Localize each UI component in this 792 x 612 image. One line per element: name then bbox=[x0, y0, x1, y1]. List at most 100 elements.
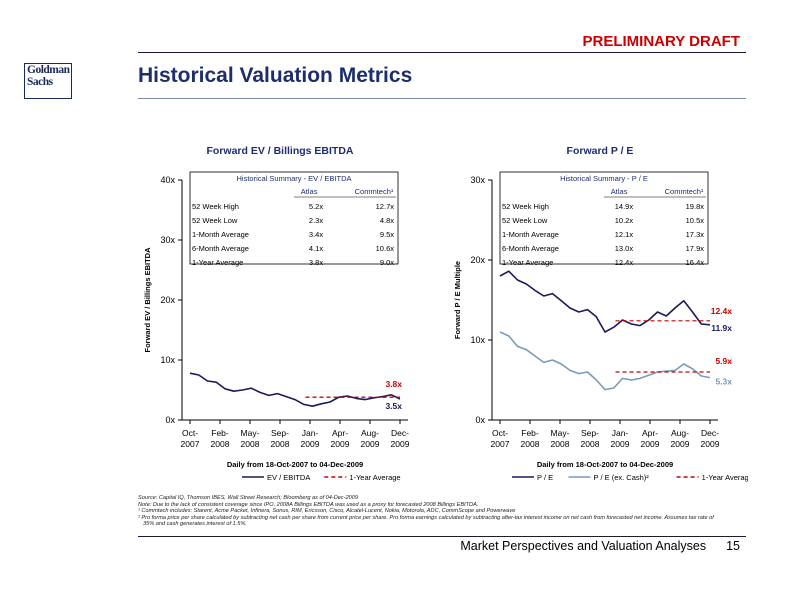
y-tick-label: 20x bbox=[470, 255, 485, 265]
series-line-ev-ebitda bbox=[189, 372, 401, 407]
legend: P / E P / E (ex. Cash)² 1-Year Average bbox=[512, 473, 748, 482]
right-chart-title: Forward P / E bbox=[566, 145, 634, 157]
summary-commtech-value: 16.4x bbox=[686, 258, 705, 267]
y-tick-label: 0x bbox=[165, 415, 175, 425]
summary-row-label: 6-Month Average bbox=[192, 244, 249, 253]
summary-commtech-value: 10.6x bbox=[376, 244, 395, 253]
x-tick-month: Apr- bbox=[332, 428, 348, 438]
summary-row-label: 1-Month Average bbox=[502, 230, 559, 239]
y-axis-label: Forward P / E Multiple bbox=[453, 261, 462, 339]
summary-row-label: 1-Year Average bbox=[502, 258, 553, 267]
x-tick-year: 2009 bbox=[391, 439, 410, 449]
y-tick-label: 10x bbox=[470, 335, 485, 345]
x-tick-year: 2008 bbox=[521, 439, 540, 449]
goldman-sachs-logo: Goldman Sachs bbox=[24, 63, 72, 99]
summary-col-commtech: Commtech¹ bbox=[355, 187, 394, 196]
summary-table: Historical Summary - P / E Atlas Commtech¹… bbox=[499, 171, 709, 267]
summary-atlas-value: 5.2x bbox=[309, 202, 323, 211]
x-tick-label: Sep-2008 bbox=[581, 428, 600, 449]
ev-ebitda-chart: 0x10x20x30x40xOct-2007Feb-2008May-2008Se… bbox=[143, 171, 410, 482]
average-value-label: 3.8x bbox=[385, 379, 402, 389]
x-tick-year: 2008 bbox=[211, 439, 230, 449]
page-number: 15 bbox=[726, 539, 740, 553]
x-tick-month: May- bbox=[551, 428, 570, 438]
x-tick-month: Aug- bbox=[361, 428, 379, 438]
summary-col-atlas: Atlas bbox=[611, 187, 628, 196]
summary-row-label: 1-Month Average bbox=[192, 230, 249, 239]
x-tick-year: 2009 bbox=[611, 439, 630, 449]
summary-commtech-value: 4.8x bbox=[380, 216, 394, 225]
pe-chart: 0x10x20x30xOct-2007Feb-2008May-2008Sep-2… bbox=[453, 171, 748, 482]
summary-atlas-value: 14.9x bbox=[615, 202, 634, 211]
series-line-p-e bbox=[499, 270, 711, 333]
summary-atlas-value: 2.3x bbox=[309, 216, 323, 225]
x-tick-month: Dec- bbox=[701, 428, 719, 438]
x-tick-label: Feb-2008 bbox=[211, 428, 230, 449]
summary-row-label: 52 Week Low bbox=[192, 216, 238, 225]
x-tick-label: Apr-2009 bbox=[641, 428, 660, 449]
summary-commtech-value: 19.8x bbox=[686, 202, 705, 211]
y-tick-label: 20x bbox=[160, 295, 175, 305]
logo-line-1: Goldman bbox=[27, 64, 70, 76]
x-tick-month: Sep- bbox=[581, 428, 599, 438]
legend-label: P / E (ex. Cash)² bbox=[594, 473, 650, 482]
legend-label: 1-Year Average bbox=[702, 473, 748, 482]
x-tick-month: Jan- bbox=[302, 428, 319, 438]
summary-col-commtech: Commtech¹ bbox=[665, 187, 704, 196]
x-tick-label: Aug-2009 bbox=[361, 428, 380, 449]
x-tick-label: Jan-2009 bbox=[301, 428, 320, 449]
x-axis-label: Daily from 18-Oct-2007 to 04-Dec-2009 bbox=[227, 460, 363, 469]
x-tick-month: Feb- bbox=[211, 428, 229, 438]
x-tick-label: Sep-2008 bbox=[271, 428, 290, 449]
x-tick-month: Apr- bbox=[642, 428, 658, 438]
summary-atlas-value: 3.4x bbox=[309, 230, 323, 239]
x-tick-month: Oct- bbox=[492, 428, 508, 438]
x-tick-label: Oct-2007 bbox=[181, 428, 200, 449]
summary-title: Historical Summary - EV / EBITDA bbox=[236, 174, 351, 183]
y-tick-label: 10x bbox=[160, 355, 175, 365]
summary-atlas-value: 12.4x bbox=[615, 258, 634, 267]
current-ex-cash-label: 5.3x bbox=[715, 377, 732, 387]
y-tick-label: 30x bbox=[160, 235, 175, 245]
x-tick-year: 2007 bbox=[181, 439, 200, 449]
x-tick-label: Oct-2007 bbox=[491, 428, 510, 449]
average-ex-cash-label: 5.9x bbox=[715, 356, 732, 366]
x-tick-year: 2008 bbox=[271, 439, 290, 449]
legend-label: EV / EBITDA bbox=[267, 473, 310, 482]
summary-commtech-value: 10.5x bbox=[686, 216, 705, 225]
footnote-2-cont: 35% and cash generates interest of 1.5%. bbox=[143, 521, 247, 528]
x-tick-month: Aug- bbox=[671, 428, 689, 438]
summary-commtech-value: 9.0x bbox=[380, 258, 394, 267]
x-tick-year: 2007 bbox=[491, 439, 510, 449]
current-pe-label: 11.9x bbox=[711, 323, 732, 333]
page-title: Historical Valuation Metrics bbox=[138, 64, 413, 87]
summary-row-label: 52 Week High bbox=[192, 202, 239, 211]
summary-commtech-value: 12.7x bbox=[376, 202, 395, 211]
summary-atlas-value: 3.8x bbox=[309, 258, 323, 267]
x-tick-label: Dec-2009 bbox=[701, 428, 720, 449]
footnote-2: ² Pro forma price per share calculated b… bbox=[138, 514, 714, 521]
y-tick-label: 0x bbox=[475, 415, 485, 425]
x-tick-label: Jan-2009 bbox=[611, 428, 630, 449]
footnote-1: ¹ Commtech includes: Starent, Acme Packe… bbox=[138, 508, 516, 515]
x-tick-label: Aug-2009 bbox=[671, 428, 690, 449]
legend: EV / EBITDA 1-Year Average bbox=[242, 473, 401, 482]
x-tick-label: May-2008 bbox=[551, 428, 570, 449]
summary-atlas-value: 4.1x bbox=[309, 244, 323, 253]
summary-atlas-value: 10.2x bbox=[615, 216, 634, 225]
series-line-p-e-ex-cash bbox=[499, 331, 711, 391]
x-tick-year: 2009 bbox=[331, 439, 350, 449]
y-tick-label: 30x bbox=[470, 175, 485, 185]
summary-atlas-value: 12.1x bbox=[615, 230, 634, 239]
x-tick-month: Sep- bbox=[271, 428, 289, 438]
summary-title: Historical Summary - P / E bbox=[560, 174, 648, 183]
preliminary-draft-label: PRELIMINARY DRAFT bbox=[582, 33, 741, 50]
x-tick-label: Dec-2009 bbox=[391, 428, 410, 449]
left-chart-title: Forward EV / Billings EBITDA bbox=[206, 145, 354, 157]
logo-line-2: Sachs bbox=[27, 76, 53, 88]
footer: Market Perspectives and Valuation Analys… bbox=[460, 539, 740, 553]
summary-box bbox=[189, 171, 399, 265]
general-note: Note: Due to the lack of consistent cove… bbox=[138, 501, 479, 508]
x-tick-label: Apr-2009 bbox=[331, 428, 350, 449]
x-tick-month: Oct- bbox=[182, 428, 198, 438]
